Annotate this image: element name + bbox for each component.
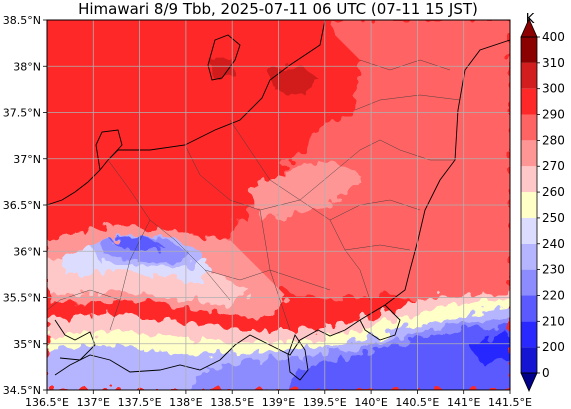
colorbar-unit-label: K: [526, 12, 535, 27]
lat-tick-label: 38°N: [13, 60, 41, 73]
colorbar-swatch: [521, 192, 537, 218]
lon-tick-label: 137.5°E: [118, 396, 162, 409]
colorbar-tick-label: 310: [542, 56, 565, 70]
colorbar-tick-label: 230: [542, 263, 565, 277]
lat-tick-label: 37.5°N: [3, 107, 41, 120]
lon-tick-label: 138.5°E: [210, 396, 254, 409]
colorbar-tick-label: 250: [542, 211, 565, 225]
colorbar-tick-label: 300: [542, 82, 565, 96]
lat-tick-label: 35.5°N: [3, 292, 41, 305]
colorbar-tick-label: 280: [542, 133, 565, 147]
coastline-noto: [95, 129, 123, 171]
field-310-patch: [270, 65, 320, 95]
lon-tick-label: 140°E: [354, 396, 387, 409]
lat-tick-label: 37°N: [13, 153, 41, 166]
lon-tick-label: 140.5°E: [395, 396, 439, 409]
colorbar-swatch: [521, 166, 537, 193]
colorbar-tick-label: 0: [542, 366, 550, 380]
lon-tick-labels: 136.5°E 137°E 137.5°E 138°E 138.5°E 139°E 139.…: [25, 390, 532, 409]
coastline-izu: [287, 333, 309, 381]
map-title: Himawari 8/9 Tbb, 2025-07-11 06 UTC (07-…: [78, 0, 478, 18]
lon-tick-label: 139°E: [262, 396, 295, 409]
colorbar-tick-label: 210: [542, 314, 565, 328]
colorbar-under-arrow: [520, 372, 538, 392]
field-210-south: [470, 333, 510, 362]
lon-tick-label: 141.5°E: [488, 396, 532, 409]
gridlines: [47, 20, 510, 390]
colorbar-swatch: [521, 217, 537, 244]
colorbar-tick-label: 220: [542, 288, 565, 302]
field-310-patch-2: [210, 55, 235, 80]
colorbar-frame: [520, 36, 538, 374]
colorbar-swatch: [521, 140, 537, 167]
colorbar-tick-label: 290: [542, 108, 565, 122]
lat-tick-label: 35°N: [13, 338, 41, 351]
lat-tick-label: 36.5°N: [3, 199, 41, 212]
coastline-ise: [54, 319, 96, 361]
colorbar-swatch: [521, 37, 537, 63]
coastline-sado: [207, 34, 241, 81]
lat-tick-labels: 38.5°N 38°N 37.5°N 37°N 36.5°N 36°N 35.5°N 35°N…: [3, 14, 47, 397]
colorbar-tick-label: 200: [542, 340, 565, 354]
lon-tick-label: 138°E: [169, 396, 202, 409]
lon-tick-label: 137°E: [77, 396, 110, 409]
lat-tick-label: 38.5°N: [3, 14, 41, 27]
field-280-region: [210, 20, 510, 305]
map-panel: [47, 20, 510, 390]
coastline-boso: [359, 304, 401, 341]
colorbar-swatch: [521, 269, 537, 296]
colorbar-tick-label: 400: [542, 30, 565, 44]
colorbar-swatch: [521, 243, 537, 270]
colorbar-tick-label: 260: [542, 185, 565, 199]
lat-tick-label: 36°N: [13, 245, 41, 258]
field-220-south: [290, 325, 510, 390]
colorbar-swatch: [521, 88, 537, 115]
colorbar-tick-label: 270: [542, 159, 565, 173]
lon-tick-label: 136.5°E: [25, 396, 69, 409]
field-220-core: [110, 236, 162, 252]
coastline-pacific: [54, 39, 510, 376]
colorbar-swatch: [521, 321, 537, 348]
colorbar-swatch: [521, 114, 537, 141]
colorbar: 0 200 210 220 230 240 250 260 270 280 290 300 310 400: [520, 18, 565, 392]
colorbar-swatch: [521, 62, 537, 89]
lon-tick-label: 139.5°E: [303, 396, 347, 409]
lon-tick-label: 141°E: [447, 396, 480, 409]
colorbar-swatch: [521, 347, 537, 373]
colorbar-tick-label: 240: [542, 237, 565, 251]
lat-tick-label: 34.5°N: [3, 384, 41, 397]
colorbar-swatch: [521, 295, 537, 322]
